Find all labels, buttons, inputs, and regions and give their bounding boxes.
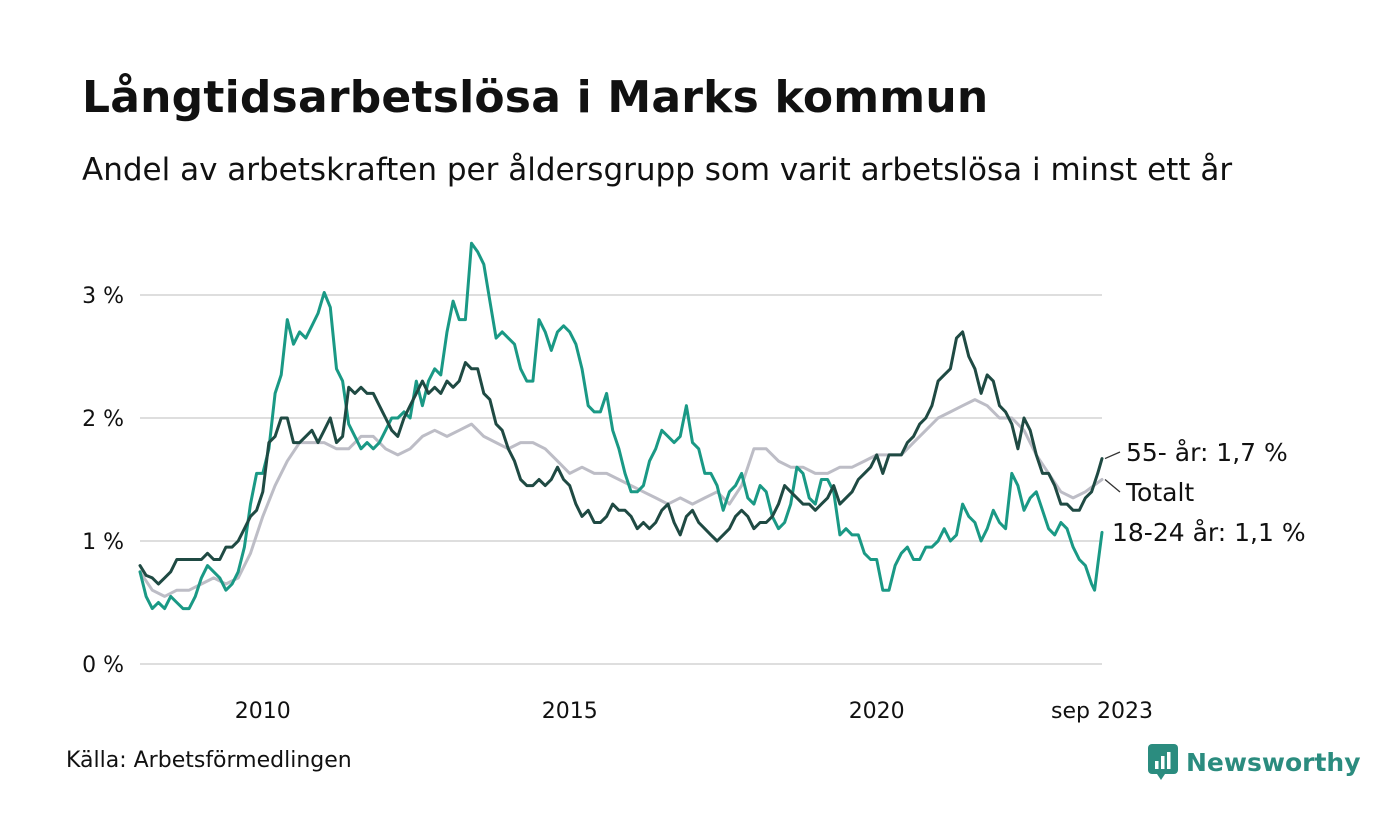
x-tick-label: 2020	[849, 699, 905, 724]
x-tick-label: 2015	[542, 699, 598, 724]
newsworthy-icon	[1148, 744, 1178, 780]
x-tick-label: 2010	[235, 699, 291, 724]
end-label-senior: 55- år: 1,7 %	[1126, 438, 1288, 467]
y-tick-label: 2 %	[82, 407, 124, 432]
y-tick-label: 0 %	[82, 653, 124, 678]
source-note: Källa: Arbetsförmedlingen	[66, 748, 352, 773]
y-tick-label: 3 %	[82, 284, 124, 309]
series-line-total	[138, 398, 1104, 598]
chart-title: Långtidsarbetslösa i Marks kommun	[82, 72, 989, 123]
chart-subtitle: Andel av arbetskraften per åldersgrupp s…	[82, 152, 1233, 188]
leader-line-senior	[1104, 451, 1121, 460]
end-label-youth: 18-24 år: 1,1 %	[1112, 518, 1306, 547]
series-line-youth	[138, 241, 1104, 611]
leader-line-total	[1104, 479, 1121, 493]
series-line-senior	[138, 330, 1104, 586]
brand-logo: Newsworthy	[1148, 742, 1361, 782]
x-tick-label: sep 2023	[1051, 699, 1153, 724]
y-tick-label: 1 %	[82, 530, 124, 555]
brand-name: Newsworthy	[1186, 747, 1361, 777]
end-label-total: Totalt	[1125, 478, 1194, 507]
